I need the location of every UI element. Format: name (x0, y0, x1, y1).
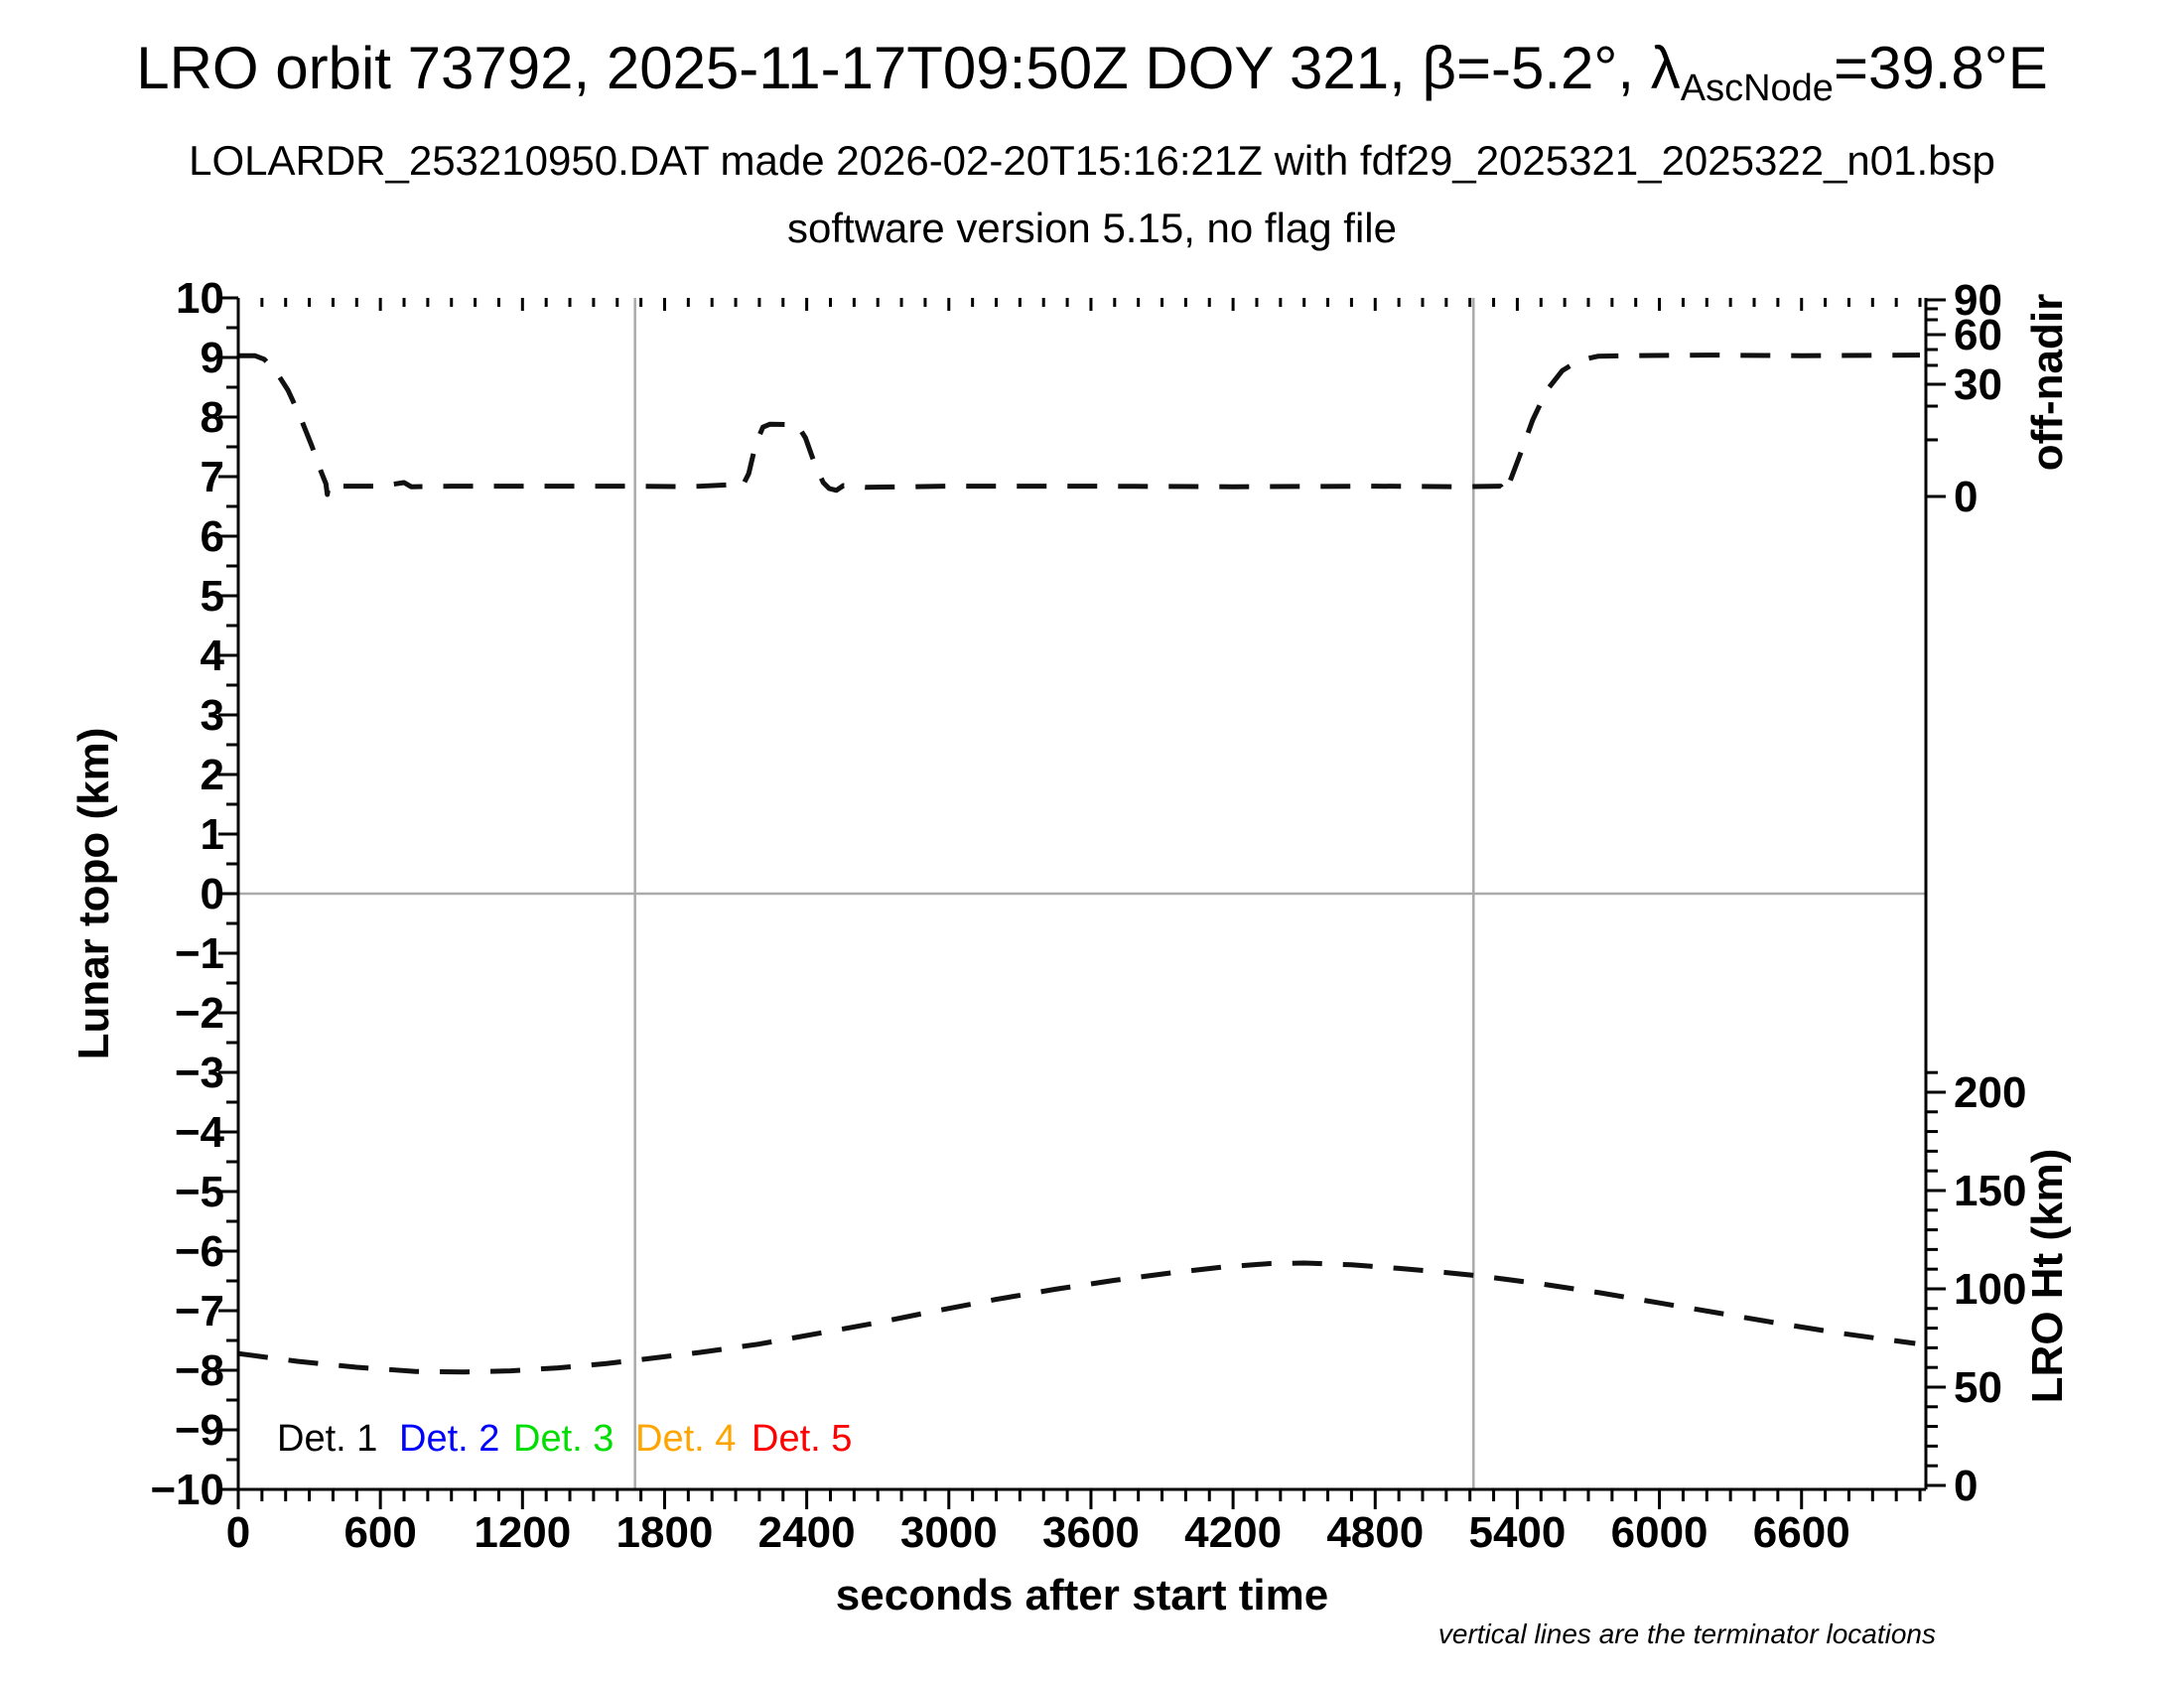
page-title: LRO orbit 73792, 2025-11-17T09:50Z DOY 3… (136, 34, 2048, 109)
svg-text:90: 90 (1954, 276, 2002, 325)
svg-text:30: 30 (1954, 360, 2002, 409)
svg-text:3: 3 (201, 691, 224, 740)
svg-text:−9: −9 (175, 1406, 224, 1455)
svg-text:1800: 1800 (616, 1508, 714, 1557)
svg-text:−4: −4 (175, 1108, 225, 1157)
svg-text:−3: −3 (175, 1049, 224, 1097)
terminator-footnote: vertical lines are the terminator locati… (1437, 1618, 1936, 1649)
svg-text:1200: 1200 (474, 1508, 571, 1557)
svg-text:150: 150 (1954, 1167, 2026, 1215)
title-prefix: LRO orbit 73792, 2025-11-17T09:50Z DOY 3… (136, 35, 1681, 101)
legend-item-det-1: Det. 1 (277, 1418, 378, 1460)
svg-text:3600: 3600 (1042, 1508, 1140, 1557)
svg-text:2: 2 (201, 751, 224, 799)
svg-text:−6: −6 (175, 1227, 224, 1276)
svg-text:8: 8 (201, 393, 224, 442)
svg-text:−7: −7 (175, 1287, 224, 1336)
svg-text:4: 4 (201, 632, 225, 680)
svg-text:100: 100 (1954, 1265, 2026, 1314)
x-axis-title: seconds after start time (835, 1571, 1329, 1619)
svg-text:6000: 6000 (1611, 1508, 1708, 1557)
legend-item-det-2: Det. 2 (399, 1418, 500, 1460)
svg-text:5400: 5400 (1468, 1508, 1566, 1557)
svg-text:9: 9 (201, 334, 224, 382)
subtitle-file-line: LOLARDR_253210950.DAT made 2026-02-20T15… (189, 137, 1995, 184)
svg-text:50: 50 (1954, 1363, 2002, 1412)
legend-item-det-3: Det. 3 (513, 1418, 614, 1460)
svg-text:−2: −2 (175, 989, 224, 1038)
svg-text:−1: −1 (175, 929, 224, 978)
legend-item-det-4: Det. 4 (635, 1418, 737, 1460)
svg-text:2400: 2400 (758, 1508, 856, 1557)
svg-text:600: 600 (343, 1508, 416, 1557)
svg-text:10: 10 (176, 274, 224, 323)
svg-text:200: 200 (1954, 1068, 2026, 1117)
svg-text:3000: 3000 (900, 1508, 998, 1557)
svg-text:4800: 4800 (1326, 1508, 1424, 1557)
svg-text:0: 0 (226, 1508, 250, 1557)
svg-text:5: 5 (201, 572, 224, 621)
title-subscript: AscNode (1680, 68, 1834, 109)
software-version-line: software version 5.15, no flag file (786, 205, 1398, 251)
svg-text:4200: 4200 (1184, 1508, 1282, 1557)
title-suffix: =39.8°E (1833, 35, 2048, 101)
svg-text:0: 0 (201, 870, 224, 918)
svg-text:0: 0 (1954, 1462, 1978, 1510)
svg-text:1: 1 (201, 810, 224, 859)
svg-text:−8: −8 (175, 1346, 224, 1395)
svg-text:6600: 6600 (1753, 1508, 1850, 1557)
svg-text:0: 0 (1954, 473, 1978, 521)
legend-item-det-5: Det. 5 (751, 1418, 853, 1460)
svg-text:−10: −10 (150, 1466, 224, 1514)
svg-text:60: 60 (1954, 311, 2002, 359)
svg-text:7: 7 (201, 453, 224, 501)
svg-text:6: 6 (201, 512, 224, 561)
svg-text:−5: −5 (175, 1168, 224, 1216)
